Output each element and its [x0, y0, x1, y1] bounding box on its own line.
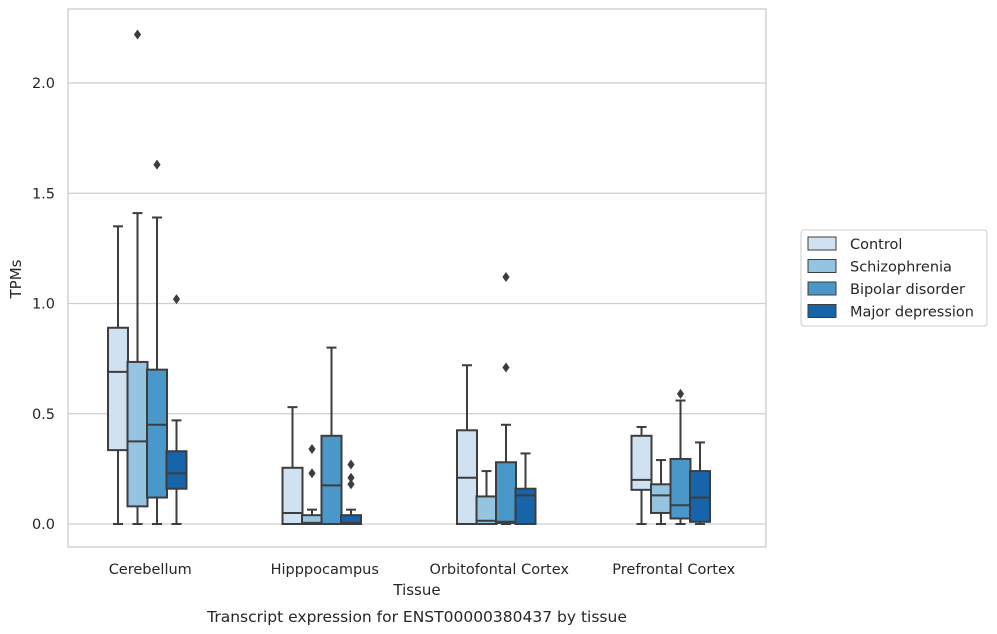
box-major-depression	[514, 452, 537, 525]
iqr-box	[495, 461, 517, 524]
legend-label: Schizophrenia	[850, 260, 952, 276]
legend-swatch	[807, 259, 837, 273]
y-tick-label: 1.0	[32, 297, 55, 313]
x-tick-label: Prefrontal Cortex	[612, 562, 735, 578]
iqr-box	[107, 326, 129, 452]
outlier-point	[308, 444, 316, 455]
x-tick-label: Hipppocampus	[271, 562, 379, 578]
iqr-box	[146, 368, 168, 499]
box-control	[456, 364, 478, 526]
legend-label: Bipolar disorder	[850, 282, 965, 298]
outlier-point	[676, 388, 685, 399]
outlier-point	[347, 479, 355, 490]
legend-label: Control	[850, 237, 902, 253]
y-tick-label: 2.0	[32, 76, 55, 92]
x-tick-labels: Cerebellum Hipppocampus Orbitofontal Corte…	[109, 562, 736, 578]
iqr-box	[320, 434, 343, 525]
y-tick-labels: 0.0 0.5 1.0 1.5 2.0	[32, 76, 55, 533]
chart-caption: Transcript expression for ENST0000038043…	[206, 608, 627, 626]
iqr-box	[630, 434, 653, 491]
legend-label: Major depression	[850, 305, 974, 321]
box-control	[281, 406, 304, 525]
outlier-point	[502, 362, 510, 373]
iqr-box	[165, 450, 188, 490]
box-bipolar-disorder	[669, 388, 692, 525]
legend-swatch	[807, 281, 837, 296]
box-major-depression	[340, 459, 362, 525]
legend-frame	[800, 229, 988, 327]
box-schizophrenia	[126, 29, 149, 525]
x-axis-label: Tissue	[392, 581, 440, 599]
iqr-box	[689, 470, 711, 523]
outlier-point	[347, 472, 355, 483]
grid-lines	[68, 82, 766, 525]
x-tick-label: Orbitofontal Cortex	[430, 562, 570, 578]
legend: Control Schizophrenia Bipolar disorder Majo…	[800, 229, 988, 327]
legend-swatch	[807, 304, 837, 318]
iqr-box	[340, 514, 362, 525]
legend-swatch	[807, 236, 837, 251]
outlier-point	[308, 468, 316, 479]
box-bipolar-disorder	[146, 159, 168, 525]
outlier-point	[133, 29, 142, 40]
box-control	[107, 225, 129, 525]
iqr-box	[514, 487, 537, 525]
x-tick-label: Cerebellum	[109, 562, 192, 578]
iqr-box	[650, 483, 672, 514]
y-tick-label: 0.0	[32, 517, 55, 533]
iqr-box	[281, 466, 304, 525]
box-schizophrenia	[475, 470, 498, 525]
outlier-point	[347, 459, 355, 470]
box-bipolar-disorder	[495, 272, 517, 525]
box-control	[630, 425, 653, 525]
box-bipolar-disorder	[320, 346, 343, 525]
box-layer	[107, 29, 711, 526]
box-schizophrenia	[650, 459, 672, 525]
outlier-point	[502, 272, 510, 283]
iqr-box	[669, 457, 692, 520]
box-major-depression	[165, 294, 188, 525]
plot-frame	[67, 8, 767, 548]
outlier-point	[153, 159, 161, 170]
iqr-box	[126, 360, 149, 508]
outlier-point	[172, 294, 181, 305]
box-major-depression	[689, 441, 711, 525]
y-tick-label: 1.5	[32, 186, 55, 202]
y-axis-label: TPMs	[7, 259, 25, 299]
y-tick-label: 0.5	[32, 407, 55, 423]
box-schizophrenia	[301, 444, 323, 525]
